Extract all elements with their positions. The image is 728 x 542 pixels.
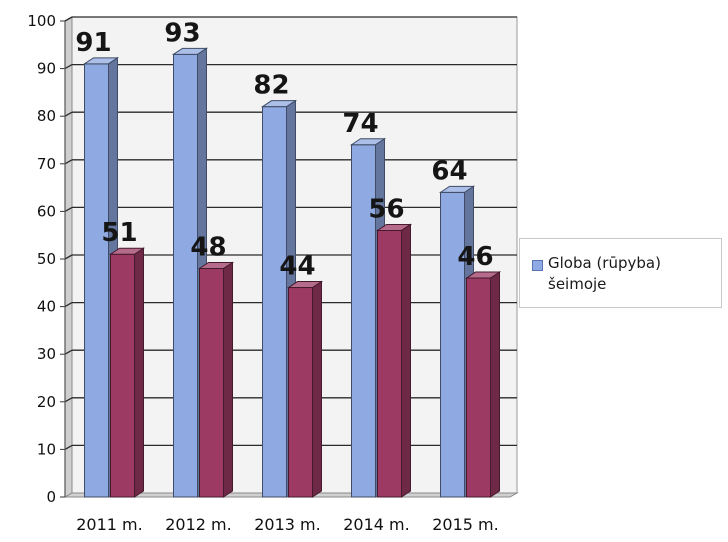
bar-globa xyxy=(262,106,287,498)
legend-swatch-icon xyxy=(532,260,543,271)
gridline-side xyxy=(64,111,73,117)
bar-series2 xyxy=(377,229,402,498)
data-label: 91 xyxy=(75,28,111,58)
gridline-side xyxy=(64,254,73,260)
data-label: 56 xyxy=(368,194,404,224)
gridline-side xyxy=(64,159,73,165)
bar-globa xyxy=(440,191,465,498)
bar-globa-top xyxy=(171,47,209,55)
x-tick-label: 2014 m. xyxy=(343,515,409,534)
y-tick-label: 20 xyxy=(37,393,56,411)
x-tick-label: 2015 m. xyxy=(432,515,498,534)
bar-globa-top xyxy=(438,185,476,193)
gridline-side xyxy=(64,16,73,22)
legend: Globa (rūpyba) šeimoje xyxy=(519,238,722,308)
bar-series2-side xyxy=(401,223,411,498)
data-label: 82 xyxy=(253,71,289,101)
bar-series2-top xyxy=(286,281,324,289)
data-label: 48 xyxy=(190,233,226,263)
bar-series2 xyxy=(199,268,224,498)
bar-series2-side xyxy=(490,271,500,498)
bar-globa-top xyxy=(349,138,387,146)
legend-label: Globa (rūpyba) šeimoje xyxy=(548,254,661,293)
bar-globa-top xyxy=(260,100,298,108)
gridline-side xyxy=(64,444,73,450)
data-label: 46 xyxy=(457,242,493,272)
x-tick-label: 2013 m. xyxy=(254,515,320,534)
gridline-side xyxy=(64,397,73,403)
gridline-side xyxy=(64,302,73,308)
y-tick-label: 60 xyxy=(37,202,56,220)
y-tick-label: 30 xyxy=(37,345,56,363)
bar-series2-top xyxy=(464,271,502,279)
gridline-side xyxy=(64,206,73,212)
bar-globa xyxy=(84,63,109,498)
y-tick-label: 40 xyxy=(37,298,56,316)
data-label: 51 xyxy=(101,218,137,248)
data-label: 74 xyxy=(342,109,378,139)
y-tick-label: 50 xyxy=(37,250,56,268)
data-label: 44 xyxy=(279,252,315,282)
x-tick-label: 2011 m. xyxy=(76,515,142,534)
y-tick-label: 0 xyxy=(46,488,56,506)
bar-series2-side xyxy=(312,280,322,498)
bar-globa-top xyxy=(82,57,120,65)
y-tick-label: 80 xyxy=(37,107,56,125)
bar-series2 xyxy=(110,253,135,498)
gridline-side xyxy=(64,64,73,70)
bar-series2-side xyxy=(223,261,233,498)
gridline-side xyxy=(64,349,73,355)
bar-series2-top xyxy=(197,262,235,270)
y-tick-label: 70 xyxy=(37,155,56,173)
bar-series2-side xyxy=(134,247,144,498)
bar-globa xyxy=(173,53,198,498)
y-tick-label: 10 xyxy=(37,440,56,458)
y-tick-label: 90 xyxy=(37,60,56,78)
bar-series2 xyxy=(466,277,491,498)
bar-series2 xyxy=(288,287,313,498)
y-tick-label: 100 xyxy=(27,12,56,30)
bar-series2-top xyxy=(108,247,146,255)
data-label: 93 xyxy=(164,18,200,48)
bar-series2-top xyxy=(375,223,413,231)
data-label: 64 xyxy=(431,156,467,186)
x-tick-label: 2012 m. xyxy=(165,515,231,534)
